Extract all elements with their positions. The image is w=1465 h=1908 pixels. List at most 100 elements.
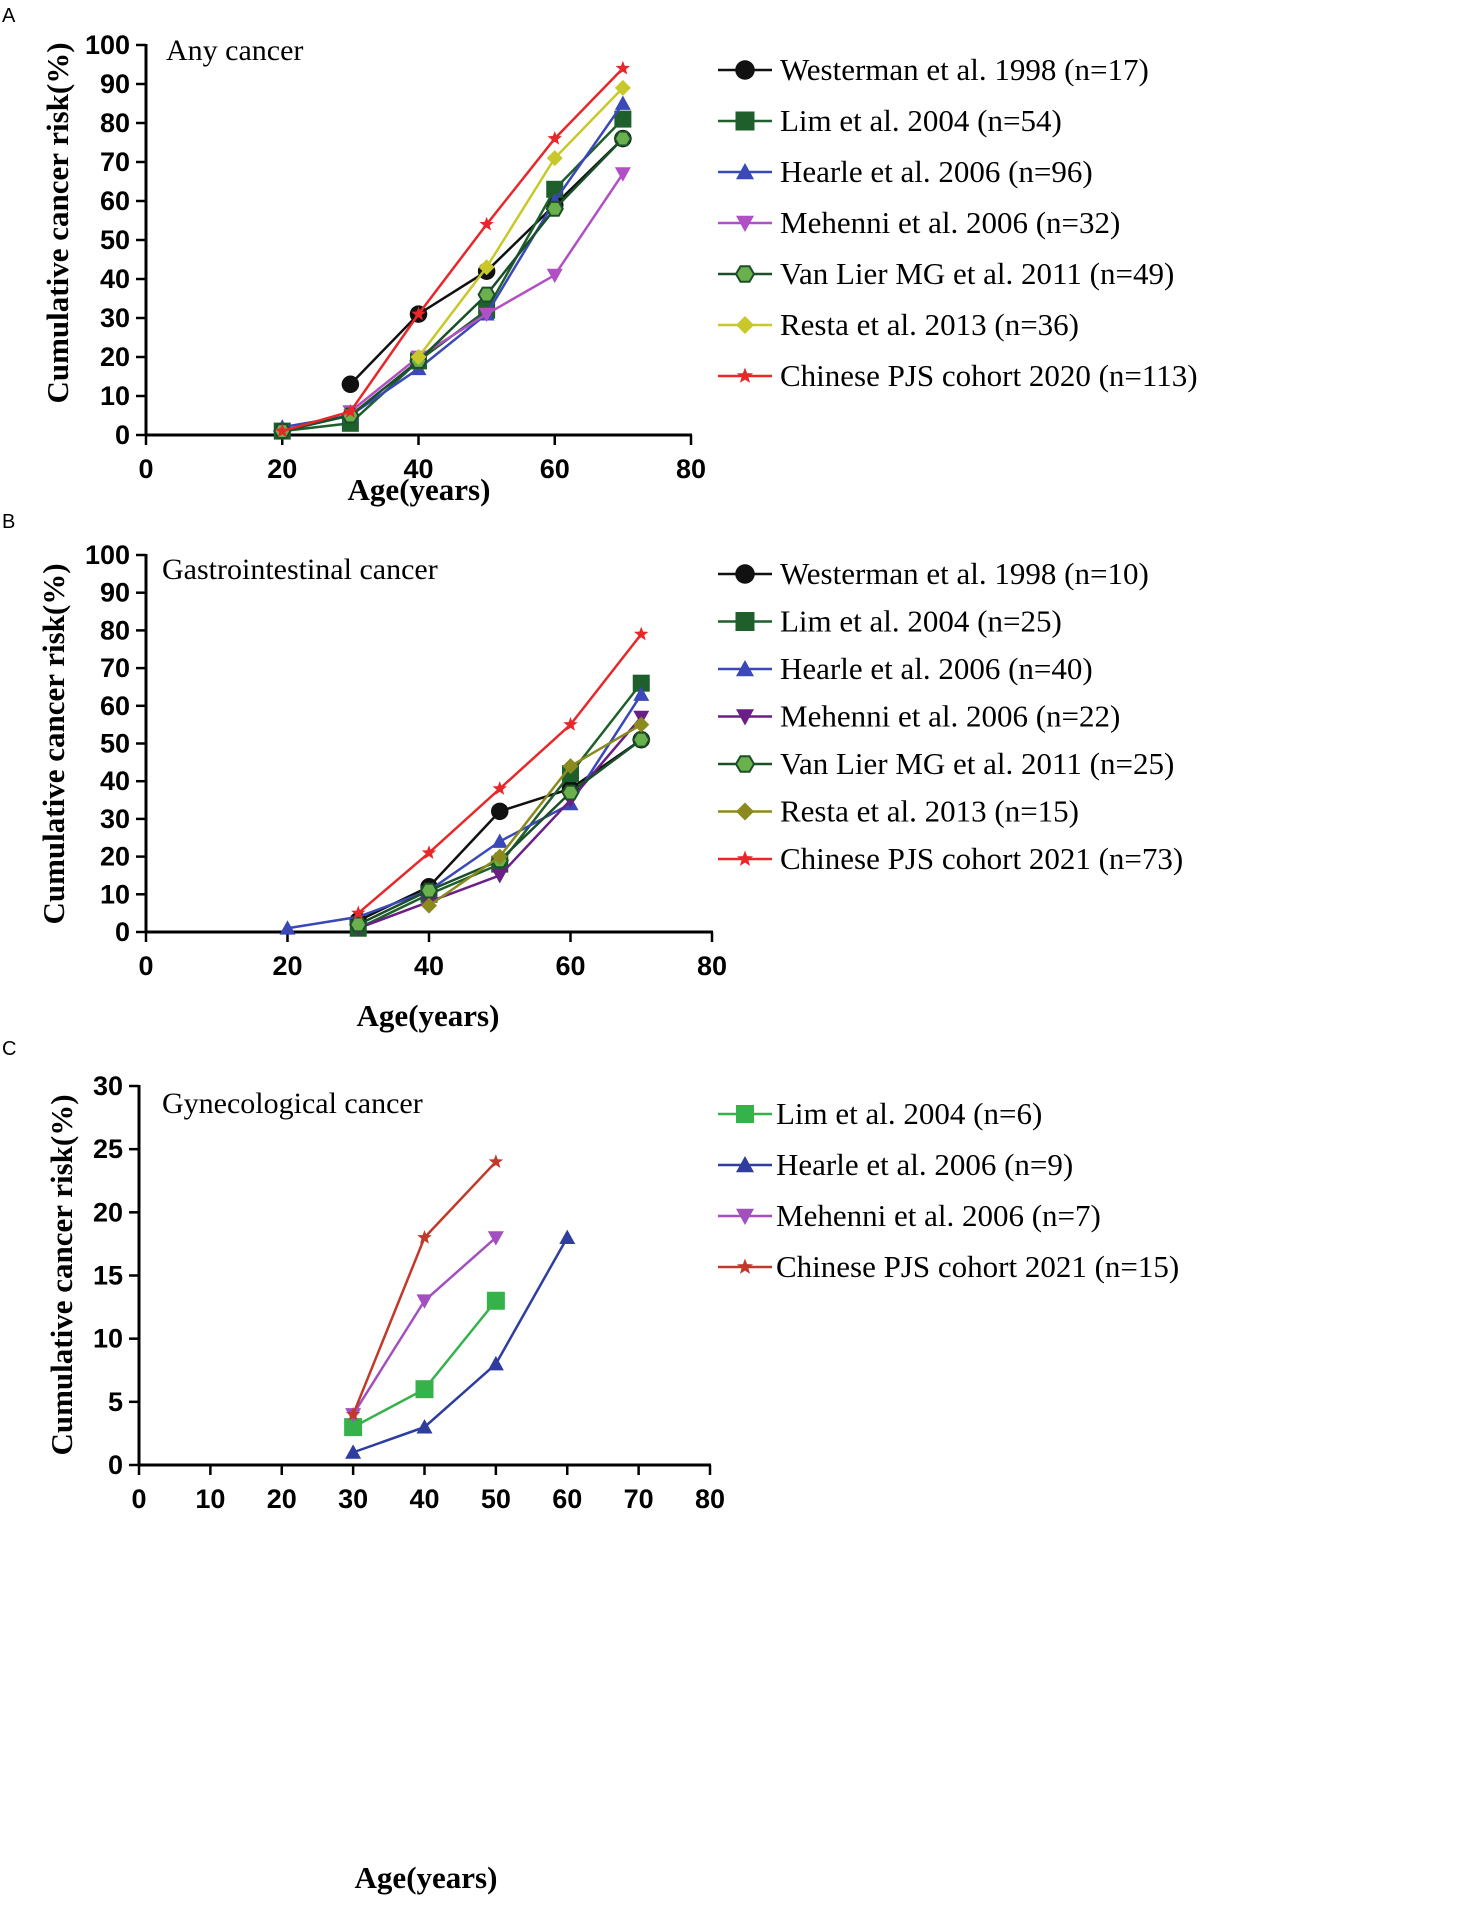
y-tick-label: 70 — [100, 147, 130, 177]
data-point — [344, 1418, 363, 1437]
series-line — [282, 118, 624, 433]
x-tick-label: 60 — [552, 1484, 582, 1514]
y-tick-label: 50 — [100, 225, 130, 255]
legend-marker — [736, 1258, 754, 1274]
series-0 — [344, 1291, 505, 1437]
data-point — [487, 1355, 504, 1371]
legend-entry: Chinese PJS cohort 2021 (n=73) — [718, 841, 1183, 876]
data-point — [632, 731, 651, 748]
data-point — [559, 1229, 576, 1244]
data-point — [410, 349, 427, 365]
y-tick-label: 30 — [100, 303, 130, 333]
chart-panel-c: C 0 5 10 15 20 25 30 0 10 20 30 40 50 60 70 80 Gynecologi… — [2, 1038, 1179, 1895]
y-tick-label: 20 — [93, 1197, 123, 1227]
legend-marker — [735, 612, 755, 631]
data-point — [416, 1294, 433, 1309]
data-point — [478, 259, 495, 276]
data-point — [349, 916, 368, 933]
legend-marker — [736, 163, 754, 180]
x-tick-label: 60 — [540, 454, 570, 484]
data-point — [491, 848, 508, 865]
x-axis-title: Age(years) — [357, 998, 500, 1033]
x-tick-label: 60 — [555, 951, 585, 981]
legend-label: Resta et al. 2013 (n=15) — [780, 794, 1079, 829]
legend-entry: Hearle et al. 2006 (n=96) — [718, 154, 1093, 189]
y-tick-label: 10 — [93, 1324, 123, 1354]
data-point — [275, 423, 290, 438]
data-point — [488, 1154, 504, 1168]
chart-title: Gastrointestinal cancer — [162, 553, 438, 586]
legend-label: Mehenni et al. 2006 (n=22) — [780, 699, 1120, 734]
legend-label: Chinese PJS cohort 2021 (n=15) — [776, 1249, 1179, 1284]
series-2 — [274, 95, 631, 434]
y-tick-label: 60 — [100, 691, 130, 721]
legend-entry: Westerman et al. 1998 (n=17) — [718, 52, 1149, 87]
data-point — [633, 686, 650, 701]
data-point — [491, 802, 509, 821]
legend-entry: Chinese PJS cohort 2020 (n=113) — [718, 358, 1198, 393]
legend-entry: Van Lier MG et al. 2011 (n=49) — [718, 256, 1174, 291]
chart-panel-a: A 0 10 20 30 40 50 60 70 80 90 100 0 20 40 60 80 Any canc… — [2, 5, 1198, 507]
series-1 — [345, 1229, 576, 1459]
series-line — [281, 137, 624, 433]
data-point — [562, 758, 579, 775]
x-axis-title: Age(years) — [348, 472, 491, 507]
legend-marker — [736, 1156, 754, 1173]
data-point — [419, 882, 439, 899]
data-point — [614, 79, 631, 96]
series-line — [282, 102, 624, 429]
legend-label: Lim et al. 2004 (n=54) — [780, 103, 1062, 138]
data-point — [614, 95, 631, 110]
y-axis-title: Cumulative cancer risk(%) — [36, 563, 71, 924]
y-tick-label: 20 — [100, 342, 130, 372]
x-tick-label: 10 — [195, 1484, 225, 1514]
data-point — [491, 833, 508, 848]
legend-marker — [734, 755, 756, 773]
data-point — [545, 200, 564, 217]
series-4 — [273, 130, 633, 440]
data-point — [491, 869, 508, 884]
legend-marker — [736, 1105, 754, 1123]
y-tick-label: 70 — [100, 653, 130, 683]
data-point — [615, 60, 631, 75]
chart-panel-b: B 0 10 20 30 40 50 60 70 80 90 100 0 20 40 60 80 Gastroin… — [2, 511, 1183, 1033]
y-tick-label: 0 — [115, 420, 130, 450]
y-tick-label: 60 — [100, 186, 130, 216]
series-6 — [351, 626, 649, 920]
y-tick-label: 0 — [115, 917, 130, 947]
data-point — [345, 1406, 361, 1421]
data-point — [547, 131, 562, 145]
legend-label: Hearle et al. 2006 (n=9) — [776, 1147, 1073, 1182]
x-tick-label: 20 — [272, 951, 302, 981]
chart-title: Any cancer — [166, 34, 303, 67]
data-point — [421, 897, 437, 914]
y-tick-label: 15 — [93, 1261, 123, 1291]
legend-entry: Resta et al. 2013 (n=36) — [718, 307, 1079, 342]
legend-entry: Resta et al. 2013 (n=15) — [718, 794, 1079, 829]
x-tick-label: 40 — [403, 454, 433, 484]
series-5 — [421, 716, 650, 914]
series-line — [281, 67, 624, 433]
legend-label: Van Lier MG et al. 2011 (n=49) — [780, 256, 1174, 291]
x-tick-label: 40 — [409, 1484, 439, 1514]
x-axis-title: Age(years) — [355, 1860, 498, 1895]
y-tick-label: 80 — [100, 615, 130, 645]
y-tick-label: 30 — [93, 1071, 123, 1101]
x-tick-label: 20 — [267, 454, 297, 484]
legend-entry: Hearle et al. 2006 (n=9) — [718, 1147, 1073, 1182]
legend-entry: Mehenni et al. 2006 (n=22) — [718, 699, 1120, 734]
x-tick-label: 0 — [138, 951, 153, 981]
y-tick-label: 100 — [85, 540, 130, 570]
legend-marker — [736, 367, 754, 383]
series-2 — [279, 686, 650, 935]
legend-label: Mehenni et al. 2006 (n=7) — [776, 1198, 1101, 1233]
y-axis-title: Cumulative cancer risk(%) — [40, 42, 75, 403]
legend-marker — [736, 850, 754, 866]
x-tick-label: 50 — [481, 1484, 511, 1514]
y-tick-label: 40 — [100, 264, 130, 294]
data-point — [613, 130, 633, 147]
legend-entry: Mehenni et al. 2006 (n=32) — [718, 205, 1120, 240]
chart-title: Gynecological cancer — [162, 1087, 423, 1120]
x-tick-label: 0 — [138, 454, 153, 484]
y-tick-label: 30 — [100, 804, 130, 834]
